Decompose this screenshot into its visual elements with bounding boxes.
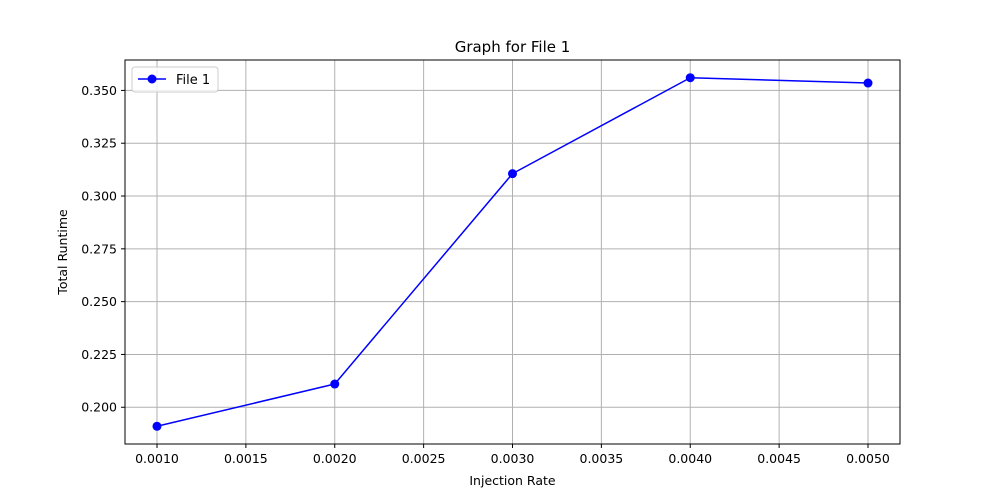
x-tick-label: 0.0020 (313, 451, 357, 466)
x-tick-label: 0.0030 (491, 451, 535, 466)
y-tick-label: 0.225 (81, 347, 117, 362)
data-point (685, 73, 695, 83)
y-tick-label: 0.325 (81, 136, 117, 151)
series-layer (152, 73, 873, 431)
x-tick-label: 0.0035 (580, 451, 624, 466)
x-tick-label: 0.0015 (224, 451, 268, 466)
x-tick-label: 0.0010 (135, 451, 179, 466)
x-tick-label: 0.0050 (846, 451, 890, 466)
legend-label: File 1 (176, 73, 210, 88)
y-tick-label: 0.275 (81, 241, 117, 256)
y-axis-title: Total Runtime (55, 209, 70, 296)
data-point (863, 78, 873, 88)
x-axis-title: Injection Rate (469, 473, 556, 488)
data-point (330, 379, 340, 389)
legend: File 1 (131, 66, 219, 93)
x-tick-label: 0.0045 (757, 451, 801, 466)
y-tick-label: 0.250 (81, 294, 117, 309)
x-tick-label: 0.0025 (402, 451, 446, 466)
y-axis-ticks: 0.200 0.225 0.250 0.275 0.300 0.325 0.350 (81, 83, 125, 415)
data-point (508, 169, 517, 179)
chart-title: Graph for File 1 (455, 38, 571, 56)
y-tick-label: 0.350 (81, 83, 117, 98)
x-axis-ticks: 0.0010 0.0015 0.0020 0.0025 0.0030 0.0035 0.00… (135, 444, 890, 466)
y-tick-label: 0.200 (81, 400, 117, 415)
x-tick-label: 0.0040 (668, 451, 712, 466)
data-point (152, 421, 162, 431)
grid-lines (125, 60, 900, 444)
legend-box (131, 66, 219, 93)
y-tick-label: 0.300 (81, 189, 117, 204)
legend-marker-swatch (147, 74, 157, 84)
